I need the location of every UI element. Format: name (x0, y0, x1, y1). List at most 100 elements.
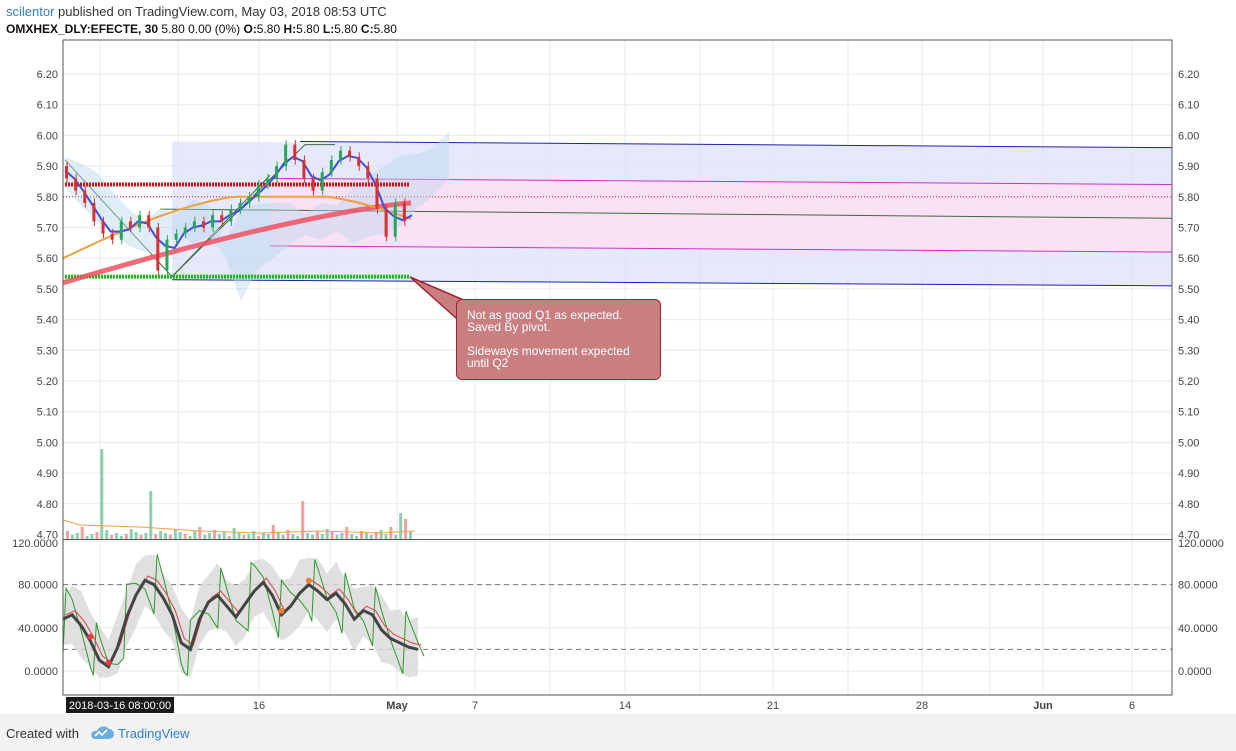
candle (83, 190, 87, 203)
low-value: 5.80 (334, 22, 358, 36)
candle (229, 209, 233, 222)
publish-info: scilentor published on TradingView.com, … (6, 4, 387, 19)
candle (393, 202, 397, 237)
osc-tick-right: 0.0000 (1178, 666, 1212, 678)
annotation-callout[interactable]: Not as good Q1 as expected. Saved By piv… (456, 299, 661, 380)
price-tick-right: 5.10 (1178, 407, 1199, 419)
price-tick-left: 5.00 (37, 437, 58, 449)
price-tick-left: 5.50 (37, 284, 58, 296)
osc-tick-left: 80.0000 (18, 580, 58, 592)
oscillator-fast-line (63, 554, 425, 677)
volume-bar (90, 534, 94, 539)
time-tick: 6 (1129, 700, 1135, 712)
price-tick-left: 5.90 (37, 161, 58, 173)
volume-bar (384, 534, 388, 539)
oscillator-layer (63, 554, 425, 678)
candle (128, 221, 132, 228)
price-axes: 6.20 6.20 6.10 6.10 6.00 6.00 5.90 5.90 5.80 5.80… (12, 69, 1224, 678)
price-tick-left: 5.30 (37, 345, 58, 357)
price-tick-left: 4.70 (37, 530, 58, 542)
volume-bar (188, 536, 192, 539)
volume-bar (247, 534, 251, 539)
pitchfork-handle (171, 174, 271, 277)
volume-bar (345, 527, 349, 539)
tradingview-link[interactable]: TradingView (118, 726, 190, 741)
volume-bar (100, 449, 104, 539)
volume-bar (242, 535, 246, 539)
candle (211, 215, 215, 228)
price-tick-right: 5.00 (1178, 437, 1199, 449)
volume-bar (129, 529, 133, 539)
volume-bar (217, 534, 221, 539)
volume-bar (325, 529, 329, 539)
candle (311, 178, 315, 191)
volume-bar (119, 536, 123, 539)
volume-bar (80, 527, 84, 539)
volume-bar (208, 533, 212, 539)
price-tick-left: 6.10 (37, 100, 58, 112)
oscillator-marker (87, 633, 94, 640)
footer: Created with TradingView (0, 714, 1236, 751)
author-link[interactable]: scilentor (6, 4, 55, 19)
volume-bar (355, 536, 359, 539)
volume-bar (227, 536, 231, 539)
volume-bar (252, 531, 256, 539)
volume-bar (70, 535, 74, 539)
candle (275, 166, 279, 179)
oscillator-marker (105, 659, 112, 666)
volume-bar (404, 519, 408, 539)
oscillator-marker (278, 607, 285, 614)
volume-bar (360, 531, 363, 539)
volume-bar (257, 536, 261, 539)
candle (338, 150, 342, 160)
volume-bar (95, 532, 99, 539)
time-tick: 14 (619, 700, 631, 712)
candle (92, 202, 96, 222)
median-line (159, 208, 1172, 219)
candle (247, 196, 251, 203)
volume-bar (85, 536, 89, 539)
low-label: L: (322, 22, 335, 36)
volume-bar (374, 532, 378, 539)
candle (101, 221, 105, 234)
candle (320, 172, 324, 191)
created-with-text: Created with (6, 726, 79, 741)
candle (293, 144, 297, 160)
volume-bar (232, 528, 236, 539)
price-tick-left: 4.80 (37, 499, 58, 511)
time-tick: 21 (767, 700, 779, 712)
symbol-name[interactable]: OMXHEX_DLY:EFECTE, 30 (6, 22, 159, 36)
candle (384, 209, 388, 237)
volume-bar (203, 535, 207, 539)
price-tick-right: 5.50 (1178, 284, 1199, 296)
candle (65, 166, 68, 179)
volume-bar (330, 532, 334, 539)
price-tick-right: 4.90 (1178, 468, 1199, 480)
symbol-line: OMXHEX_DLY:EFECTE, 30 5.80 0.00 (0%) O:5… (6, 22, 397, 36)
volume-bar (237, 533, 241, 539)
chart-canvas[interactable]: 6.20 6.206.10 6.106.00 6.005.90 5.905.80 5.80… (0, 0, 1236, 714)
pink-upper-line (269, 177, 1172, 186)
candle (183, 227, 187, 234)
time-tick: May (386, 700, 408, 712)
price-info: 5.80 0.00 (0%) (161, 22, 241, 36)
cursor-time-box (66, 697, 174, 713)
candle (238, 202, 242, 210)
volume-bar (115, 533, 118, 539)
price-tick-right: 4.80 (1178, 499, 1199, 511)
chart-overlays (63, 131, 1172, 302)
slow-ma-line (63, 200, 412, 286)
osc-tick-left: 120.0000 (12, 538, 58, 550)
candle (220, 215, 224, 222)
close-label: C: (360, 22, 374, 36)
close-value: 5.80 (373, 22, 397, 36)
price-tick-left: 4.90 (37, 468, 58, 480)
candle (256, 184, 260, 197)
candle (119, 221, 123, 240)
callout-line-1: Not as good Q1 as expected. (467, 308, 623, 322)
volume-bar (296, 536, 300, 539)
volume-ma (63, 519, 416, 534)
candle (302, 159, 306, 179)
price-tick-right: 5.40 (1178, 315, 1199, 327)
price-tick-right: 5.60 (1178, 253, 1199, 265)
